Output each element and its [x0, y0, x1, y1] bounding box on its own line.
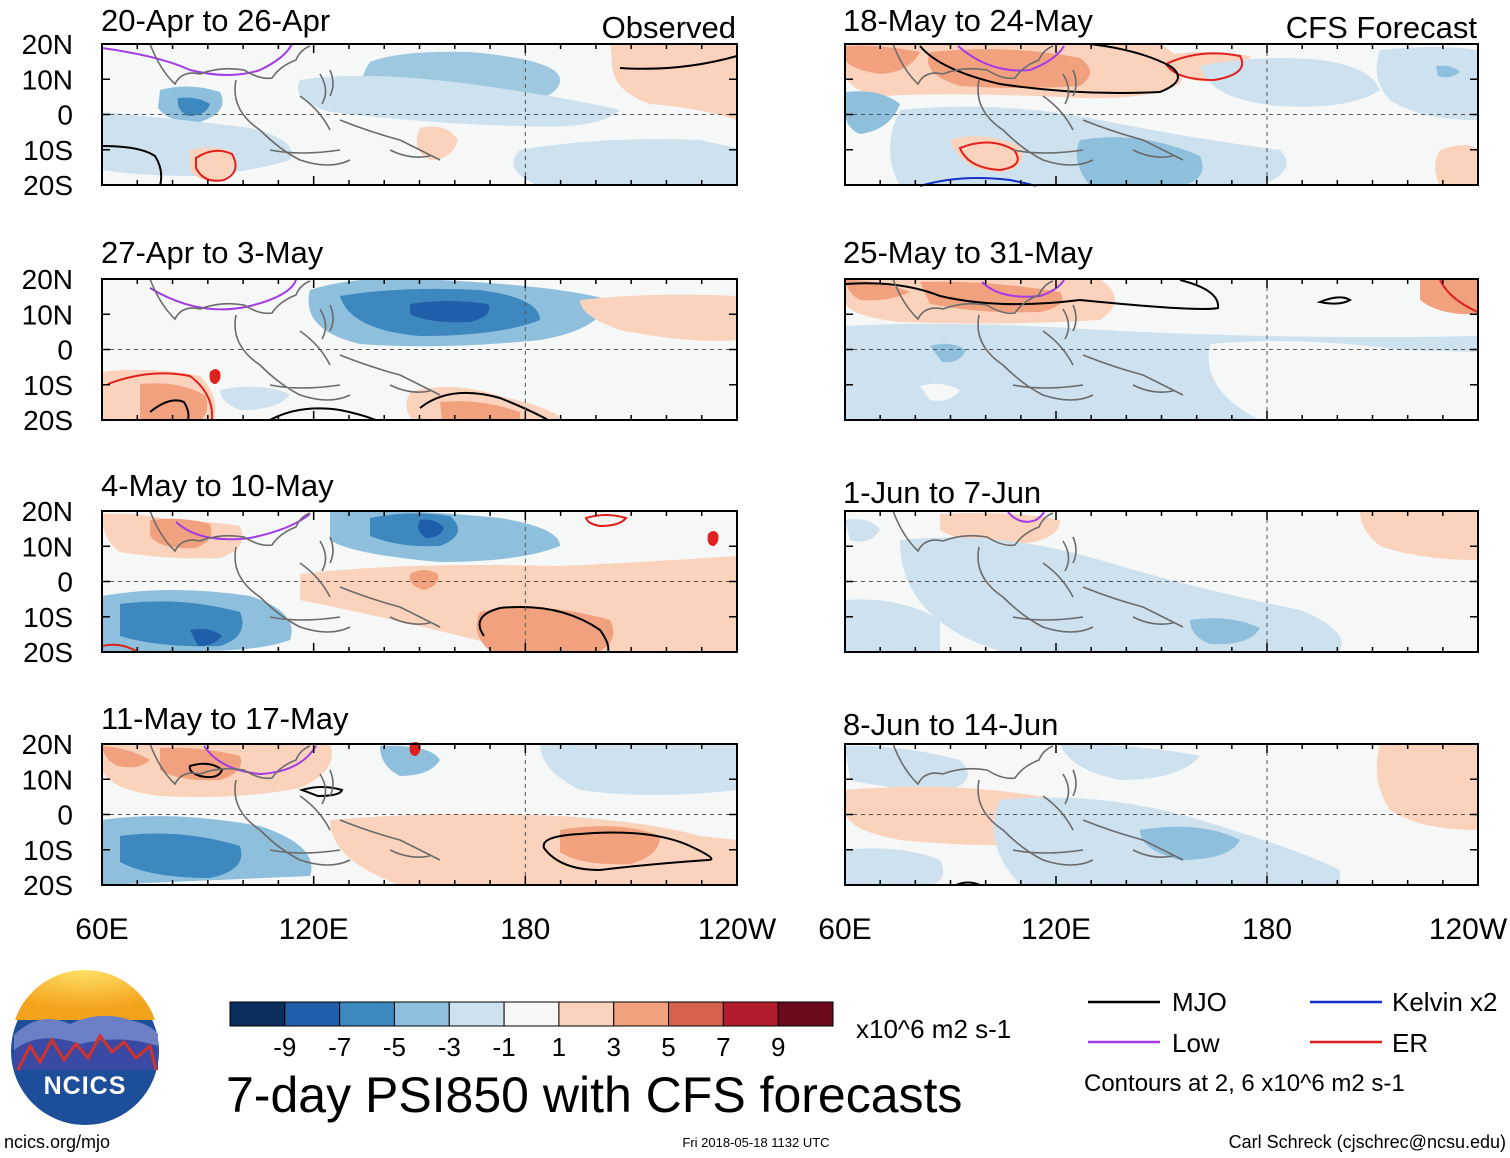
forecast-panel-2-title: 25-May to 31-May: [843, 235, 1093, 270]
colorbar-tick-label: 9: [771, 1032, 785, 1062]
observed-panel-3: [101, 510, 737, 652]
longitude-label: 180: [500, 913, 550, 946]
observed-panel-4: [102, 742, 737, 885]
colorbar-tick-label: -3: [438, 1032, 461, 1062]
longitude-label: 180: [1242, 913, 1292, 946]
footer-url: ncics.org/mjo: [4, 1132, 110, 1152]
latitude-label: 20N: [22, 29, 73, 60]
colorbar-tick-label: 7: [716, 1032, 730, 1062]
latitude-label: 10S: [23, 370, 73, 401]
panel-ticks: [101, 43, 1479, 886]
latitude-label: 10N: [22, 299, 73, 330]
colorbar-swatch: [284, 1001, 341, 1027]
legend-mjo-label: MJO: [1172, 987, 1227, 1017]
latitude-label: 0: [57, 800, 73, 831]
colorbar-swatch: [613, 1001, 670, 1027]
longitude-label: 120E: [1021, 913, 1091, 946]
ncics-logo: NCICS: [11, 970, 159, 1125]
longitude-label: 120W: [1429, 913, 1508, 946]
colorbar-tick-label: -9: [273, 1032, 296, 1062]
colorbar-tick-label: -1: [493, 1032, 516, 1062]
observed-panel-3-title: 4-May to 10-May: [101, 468, 334, 503]
forecast-panel-3-title: 1-Jun to 7-Jun: [843, 475, 1041, 510]
colorbar: [229, 1001, 834, 1027]
colorbar-tick-label: -5: [383, 1032, 406, 1062]
observed-panel-2: [102, 278, 737, 421]
observed-label: Observed: [602, 10, 736, 45]
contour-note: Contours at 2, 6 x10^6 m2 s-1: [1084, 1070, 1405, 1097]
latitude-label: 10N: [22, 764, 73, 795]
latitude-label: 20N: [22, 264, 73, 295]
observed-panel-2-title: 27-Apr to 3-May: [101, 235, 324, 270]
latitude-label: 20S: [23, 637, 73, 668]
colorbar-swatch: [393, 1001, 450, 1027]
colorbar-tick-label: 3: [606, 1032, 620, 1062]
forecast-panel-4: [845, 744, 1478, 886]
latitude-label: 10N: [22, 64, 73, 95]
latitude-label: 20S: [23, 170, 73, 201]
observed-panel-4-title: 11-May to 17-May: [101, 701, 349, 736]
coastlines: [149, 43, 1184, 866]
latitude-label: 0: [57, 100, 73, 131]
latitude-label: 10S: [23, 135, 73, 166]
latitude-labels: 20N 10N 0 10S 20S 20N 10N 0 10S 20S 20N 10N 0 10S 20S 2…: [22, 29, 73, 901]
colorbar-swatch: [777, 1001, 834, 1027]
longitude-label: 120E: [279, 913, 349, 946]
colorbar-tick-label: 5: [661, 1032, 675, 1062]
colorbar-swatch: [722, 1001, 779, 1027]
colorbar-swatch: [229, 1001, 286, 1027]
legend-kelvin-label: Kelvin x2: [1392, 987, 1498, 1017]
latitude-label: 0: [57, 335, 73, 366]
legend-er-label: ER: [1392, 1028, 1428, 1058]
latitude-label: 20S: [23, 870, 73, 901]
colorbar-swatch: [668, 1001, 724, 1027]
colorbar-swatch: [339, 1001, 395, 1027]
latitude-label: 20S: [23, 405, 73, 436]
latitude-label: 10N: [22, 531, 73, 562]
latitude-label: 0: [57, 567, 73, 598]
legend-low-label: Low: [1172, 1028, 1220, 1058]
longitude-label: 60E: [75, 913, 128, 946]
forecast-panel-4-title: 8-Jun to 14-Jun: [843, 707, 1058, 742]
main-title: 7-day PSI850 with CFS forecasts: [226, 1067, 962, 1123]
colorbar-swatch: [558, 1001, 615, 1027]
footer-credit: Carl Schreck (cjschrec@ncsu.edu): [1229, 1132, 1506, 1152]
forecast-panel-1-title: 18-May to 24-May: [843, 3, 1093, 38]
latitude-label: 10S: [23, 602, 73, 633]
legend: MJO Low Kelvin x2 ER Contours at 2, 6 x1…: [1084, 987, 1498, 1097]
longitude-label: 60E: [818, 913, 871, 946]
colorbar-tick-label: -7: [328, 1032, 351, 1062]
guide-lines: [102, 44, 1478, 885]
colorbar-swatch: [448, 1001, 505, 1027]
observed-panel-1-title: 20-Apr to 26-Apr: [101, 3, 330, 38]
cfs-forecast-label: CFS Forecast: [1286, 10, 1478, 45]
latitude-label: 20N: [22, 729, 73, 760]
colorbar-tick-labels: -9 -7 -5 -3 -1 1 3 5 7 9: [273, 1032, 785, 1062]
colorbar-swatch: [503, 1001, 560, 1027]
colorbar-tick-label: 1: [552, 1032, 566, 1062]
latitude-label: 10S: [23, 835, 73, 866]
logo-text: NCICS: [44, 1072, 127, 1100]
latitude-label: 20N: [22, 496, 73, 527]
longitude-labels: 60E 120E 180 120W 60E 120E 180 120W: [75, 913, 1508, 946]
longitude-label: 120W: [698, 913, 777, 946]
footer-timestamp: Fri 2018-05-18 1132 UTC: [682, 1135, 829, 1150]
colorbar-units: x10^6 m2 s-1: [856, 1014, 1011, 1044]
